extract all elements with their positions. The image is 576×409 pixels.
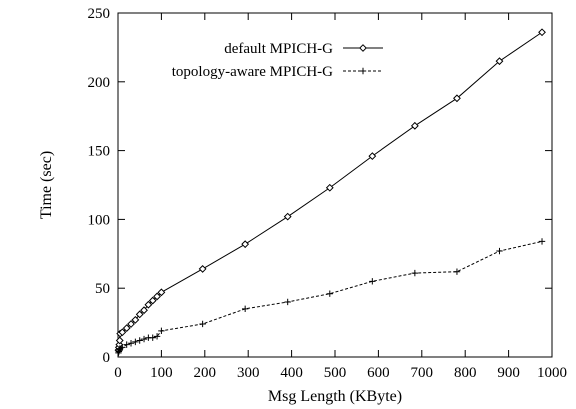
data-point-default	[118, 328, 127, 337]
legend: default MPICH-G topology-aware MPICH-G	[172, 41, 383, 80]
x-tick-label: 600	[367, 365, 390, 381]
data-point-default	[325, 183, 334, 192]
data-point-default	[283, 212, 292, 221]
data-point-default	[495, 57, 504, 66]
y-axis-label: Time (sec)	[38, 151, 55, 219]
x-tick-label: 700	[411, 365, 434, 381]
data-point-topology-aware	[119, 344, 126, 351]
data-point-topology-aware	[140, 335, 148, 343]
y-tick-label: 200	[88, 75, 111, 91]
data-point-topology-aware	[326, 290, 333, 297]
data-point-default	[144, 300, 153, 309]
series-topology-aware	[115, 238, 546, 357]
data-point-default	[241, 240, 250, 249]
data-point-topology-aware	[149, 334, 156, 341]
data-point-topology-aware	[284, 298, 291, 306]
legend-marker-topology-aware	[359, 67, 367, 75]
x-tick-label: 900	[497, 365, 520, 381]
x-tick-label: 500	[324, 365, 347, 381]
data-point-default	[127, 320, 135, 328]
x-tick-label: 0	[114, 365, 122, 381]
legend-label-topology-aware: topology-aware MPICH-G	[172, 64, 333, 80]
x-tick-label: 800	[454, 365, 477, 381]
y-axis-ticks: 0 50 100 150 200 250	[88, 6, 552, 366]
y-tick-label: 50	[95, 281, 110, 297]
data-point-topology-aware	[199, 320, 206, 328]
x-tick-label: 1000	[537, 365, 567, 381]
data-point-topology-aware	[158, 327, 165, 335]
data-point-default	[122, 324, 131, 333]
data-point-default	[368, 152, 377, 161]
data-point-topology-aware	[127, 340, 135, 347]
data-point-default	[131, 315, 140, 324]
series-default	[114, 28, 546, 355]
y-tick-label: 100	[88, 212, 111, 228]
data-point-topology-aware	[153, 333, 161, 340]
x-axis-ticks: 0 100 200 300 400 500 600 700 800 900 1000	[114, 13, 567, 381]
data-point-default	[148, 296, 157, 305]
data-point-topology-aware	[132, 338, 139, 346]
data-point-topology-aware	[136, 337, 143, 344]
y-tick-label: 0	[103, 350, 111, 366]
data-point-topology-aware	[496, 247, 503, 255]
data-point-default	[453, 94, 461, 103]
series-layer	[114, 28, 546, 357]
legend-label-default: default MPICH-G	[224, 41, 333, 57]
data-point-default	[115, 336, 124, 345]
data-point-topology-aware	[123, 341, 130, 348]
data-point-topology-aware	[538, 238, 546, 245]
data-point-topology-aware	[453, 268, 461, 275]
data-point-default	[198, 265, 207, 273]
data-point-topology-aware	[241, 305, 249, 313]
data-point-default	[135, 310, 144, 319]
x-tick-label: 200	[194, 365, 217, 381]
data-point-default	[153, 292, 161, 301]
y-tick-label: 150	[88, 144, 111, 160]
data-point-topology-aware	[411, 269, 419, 277]
data-point-default	[538, 28, 546, 37]
data-point-default	[157, 288, 166, 297]
y-tick-label: 250	[88, 6, 111, 22]
x-axis-label: Msg Length (KByte)	[268, 388, 402, 405]
data-point-default	[140, 306, 148, 315]
legend-marker-default	[359, 44, 367, 52]
data-point-topology-aware	[369, 278, 376, 285]
data-point-default	[410, 121, 419, 130]
x-tick-label: 100	[150, 365, 173, 381]
x-tick-label: 300	[237, 365, 260, 381]
x-tick-label: 400	[280, 365, 303, 381]
series-line-topology-aware	[117, 240, 543, 354]
